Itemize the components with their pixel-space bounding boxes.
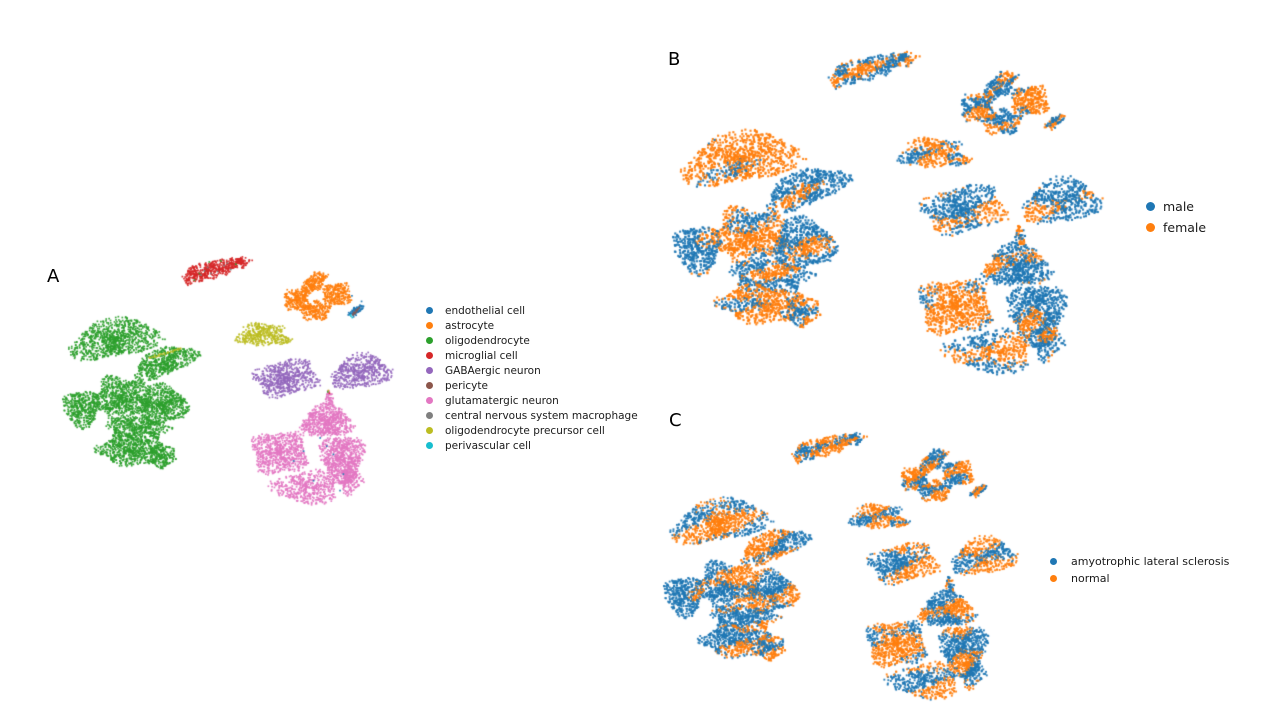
legend-item: oligodendrocyte precursor cell bbox=[426, 423, 638, 438]
legend-label: astrocyte bbox=[445, 319, 495, 332]
legend-swatch-icon bbox=[426, 352, 433, 359]
panel-a-label: A bbox=[47, 266, 60, 287]
legend-label: amyotrophic lateral sclerosis bbox=[1071, 555, 1230, 568]
legend-label: perivascular cell bbox=[445, 439, 531, 452]
disease-legend: amyotrophic lateral sclerosis normal bbox=[1050, 553, 1229, 587]
legend-label: central nervous system macrophage bbox=[445, 409, 638, 422]
legend-label: normal bbox=[1071, 572, 1110, 585]
legend-item: pericyte bbox=[426, 378, 638, 393]
legend-swatch-icon bbox=[426, 382, 433, 389]
sex-legend: male female bbox=[1146, 196, 1206, 238]
legend-label: oligodendrocyte precursor cell bbox=[445, 424, 605, 437]
legend-item: oligodendrocyte bbox=[426, 333, 638, 348]
legend-swatch-icon bbox=[426, 397, 433, 404]
legend-label: male bbox=[1163, 199, 1194, 214]
legend-label: glutamatergic neuron bbox=[445, 394, 559, 407]
legend-label: female bbox=[1163, 220, 1207, 235]
legend-swatch-icon bbox=[426, 307, 433, 314]
legend-swatch-icon bbox=[426, 337, 433, 344]
panel-c-label: C bbox=[669, 410, 682, 431]
legend-item: microglial cell bbox=[426, 348, 638, 363]
panel-b-label: B bbox=[668, 49, 681, 70]
legend-item: glutamatergic neuron bbox=[426, 393, 638, 408]
cell-type-legend: endothelial cell astrocyte oligodendrocyte… bbox=[426, 303, 638, 453]
legend-item: central nervous system macrophage bbox=[426, 408, 638, 423]
legend-swatch-icon bbox=[426, 427, 433, 434]
legend-item: amyotrophic lateral sclerosis bbox=[1050, 553, 1229, 570]
legend-item: astrocyte bbox=[426, 318, 638, 333]
legend-item: endothelial cell bbox=[426, 303, 638, 318]
legend-label: GABAergic neuron bbox=[445, 364, 541, 377]
legend-swatch-icon bbox=[1050, 558, 1057, 565]
legend-swatch-icon bbox=[426, 412, 433, 419]
legend-label: microglial cell bbox=[445, 349, 518, 362]
legend-label: pericyte bbox=[445, 379, 488, 392]
legend-swatch-icon bbox=[1146, 202, 1155, 211]
legend-item: GABAergic neuron bbox=[426, 363, 638, 378]
legend-swatch-icon bbox=[426, 442, 433, 449]
legend-item: female bbox=[1146, 217, 1206, 238]
legend-swatch-icon bbox=[426, 322, 433, 329]
legend-swatch-icon bbox=[1050, 575, 1057, 582]
legend-item: normal bbox=[1050, 570, 1229, 587]
legend-item: perivascular cell bbox=[426, 438, 638, 453]
legend-swatch-icon bbox=[426, 367, 433, 374]
legend-label: oligodendrocyte bbox=[445, 334, 530, 347]
legend-item: male bbox=[1146, 196, 1206, 217]
legend-label: endothelial cell bbox=[445, 304, 526, 317]
legend-swatch-icon bbox=[1146, 223, 1155, 232]
